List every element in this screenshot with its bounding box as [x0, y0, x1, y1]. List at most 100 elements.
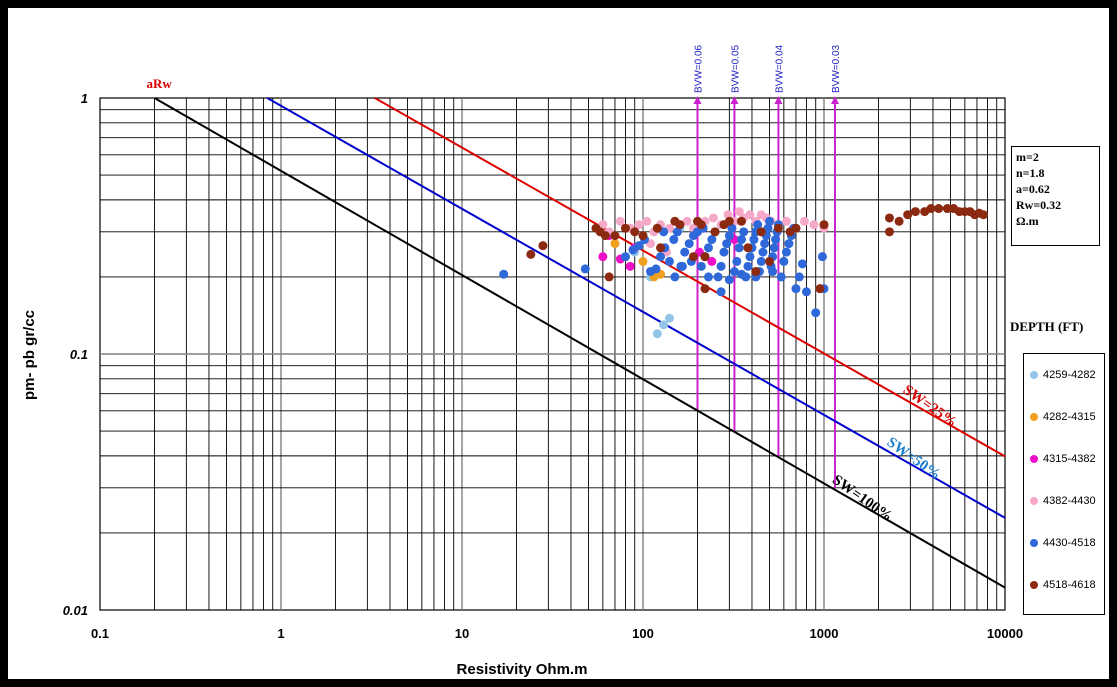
data-point [707, 235, 717, 245]
data-point [682, 216, 692, 226]
grid-lines [99, 97, 1006, 611]
data-point [794, 272, 804, 282]
data-point [634, 241, 644, 251]
legend-marker-icon [1030, 455, 1038, 463]
param-n: n=1.8 [1016, 166, 1045, 180]
data-point [719, 247, 729, 257]
data-point [815, 284, 825, 294]
data-point [688, 252, 698, 262]
data-point [642, 216, 652, 226]
legend-label: 4259-4282 [1043, 369, 1096, 381]
data-point [610, 231, 620, 241]
sw-line [266, 97, 1006, 519]
data-point [760, 239, 770, 249]
data-point [784, 239, 794, 249]
sw-line [153, 97, 1006, 589]
data-point [638, 231, 648, 241]
bvw-label: BVW=0.06 [693, 44, 704, 93]
legend-label: 4315-4382 [1043, 453, 1096, 465]
data-point [652, 223, 662, 233]
legend-marker-icon [1030, 539, 1038, 547]
data-point [708, 213, 718, 223]
y-axis-title: pm- pb gr/cc [21, 310, 38, 400]
data-point [811, 308, 821, 318]
data-point [799, 216, 809, 226]
data-point [638, 256, 648, 266]
data-point [713, 272, 723, 282]
data-point [724, 216, 734, 226]
data-point [604, 272, 614, 282]
x-tick-label: 1 [277, 626, 284, 641]
legend: 4259-4282 4282-4315 4315-4382 4382-4430 4430… [1023, 353, 1105, 615]
data-point [600, 231, 610, 241]
data-point [776, 272, 786, 282]
x-tick-label: 1000 [810, 626, 839, 641]
data-point [538, 241, 548, 251]
data-point [768, 267, 778, 277]
data-point [763, 223, 773, 233]
data-point [651, 264, 661, 274]
data-point [716, 261, 726, 271]
data-point [884, 213, 894, 223]
data-point [526, 249, 536, 259]
data-point [884, 227, 894, 237]
legend-label: 4430-4518 [1043, 537, 1096, 549]
data-point [625, 261, 635, 271]
data-point [669, 235, 679, 245]
data-point [684, 239, 694, 249]
data-point [736, 235, 746, 245]
model-parameters-box: m=2 n=1.8 a=0.62 Rw=0.32 Ω.m [1011, 146, 1100, 246]
data-point [743, 261, 753, 271]
data-point [664, 256, 674, 266]
data-point [942, 204, 952, 214]
data-point [652, 329, 662, 339]
legend-marker-icon [1030, 581, 1038, 589]
bvw-label: BVW=0.05 [730, 44, 741, 93]
data-point [736, 216, 746, 226]
data-point [781, 247, 791, 257]
legend-title: DEPTH (FT) [1010, 319, 1084, 334]
data-point [773, 223, 783, 233]
data-point [756, 256, 766, 266]
legend-item: 4315-4382 [1030, 450, 1096, 468]
chart-frame: BVW=0.06 BVW=0.05 BVW=0.04 BVW=0.03 0.1 1 10 1… [8, 8, 1109, 679]
legend-item: 4430-4518 [1030, 534, 1096, 552]
data-point [903, 210, 913, 220]
data-point [779, 256, 789, 266]
data-point [739, 227, 749, 237]
data-point [756, 227, 766, 237]
data-point [722, 239, 732, 249]
data-point [765, 256, 775, 266]
data-point [710, 227, 720, 237]
data-point [934, 204, 944, 214]
bvw-label: BVW=0.03 [831, 44, 842, 93]
x-tick-label: 10 [455, 626, 469, 641]
data-point [670, 272, 680, 282]
data-point [724, 275, 734, 285]
x-axis-title: Resistivity Ohm.m [457, 661, 588, 678]
data-point [598, 252, 608, 262]
data-point [743, 243, 753, 253]
bvw-label: BVW=0.04 [774, 44, 785, 93]
data-point [765, 216, 775, 226]
data-point [801, 287, 811, 297]
data-point [598, 220, 608, 230]
legend-item: 4518-4618 [1030, 576, 1096, 594]
data-point [745, 210, 755, 220]
data-point [817, 252, 827, 262]
data-point [894, 216, 904, 226]
data-point [734, 243, 744, 253]
data-point [734, 207, 744, 217]
data-point [615, 216, 625, 226]
data-point [809, 220, 819, 230]
x-tick-label: 10000 [987, 626, 1023, 641]
bvw-arrow [730, 96, 739, 104]
param-a: a=0.62 [1016, 182, 1050, 196]
data-point [736, 269, 746, 279]
legend-marker-icon [1030, 497, 1038, 505]
data-point [910, 207, 920, 217]
data-point [499, 269, 509, 279]
data-point [707, 256, 717, 266]
bvw-arrow [830, 96, 839, 104]
data-point [672, 227, 682, 237]
